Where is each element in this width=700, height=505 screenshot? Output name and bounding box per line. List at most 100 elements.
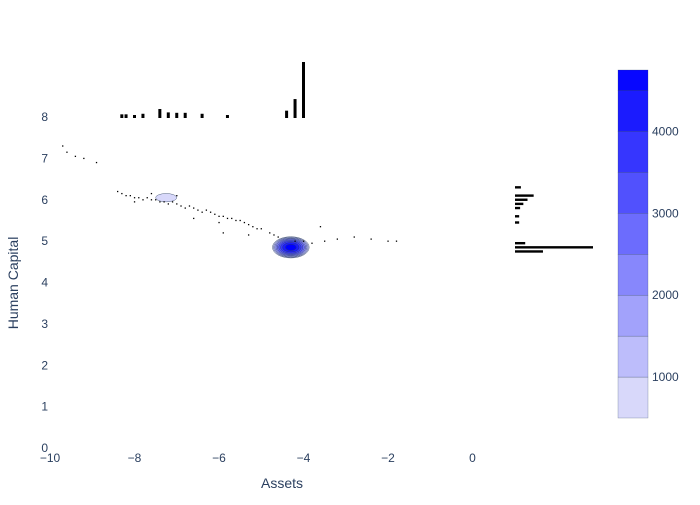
- x-axis-title: Assets: [261, 475, 303, 491]
- colorbar-band-1: [617, 335, 649, 378]
- scatter-point-35: [243, 221, 246, 224]
- marginal-y-bar-9: [515, 250, 543, 253]
- scatter-point-51: [395, 240, 398, 242]
- marginal-x-bar-1: [124, 114, 128, 118]
- x-tick-label: −8: [128, 451, 142, 465]
- scatter-point-21: [184, 207, 186, 209]
- y-axis-ticks: 0 1 2 3 4 5 6 7 8: [41, 110, 48, 455]
- marginal-x-bar-0: [120, 114, 124, 118]
- scatter-point-57: [193, 217, 195, 220]
- colorbar-band-2: [617, 294, 649, 337]
- scatter-point-8: [129, 195, 131, 197]
- scatter-point-53: [218, 221, 220, 224]
- scatter-point-44: [302, 240, 305, 242]
- x-tick-label: 0: [469, 451, 476, 465]
- y-axis-title: Human Capital: [5, 237, 21, 330]
- scatter-point-14: [155, 199, 157, 201]
- scatter-point-18: [171, 201, 174, 203]
- scatter-point-7: [125, 195, 127, 197]
- marginal-x-bar-6: [175, 112, 179, 118]
- marginal-y-bar-5: [515, 215, 520, 218]
- marginal-x-bar-7: [183, 112, 187, 118]
- scatter-point-32: [231, 217, 233, 220]
- y-tick-label: 2: [41, 358, 48, 372]
- scatter-point-39: [260, 228, 262, 230]
- marginal-y-bar-2: [515, 198, 528, 201]
- scatter-point-58: [176, 195, 178, 197]
- scatter-point-20: [180, 205, 182, 207]
- colorbar-band-5: [617, 172, 649, 214]
- scatter-point-16: [163, 201, 165, 203]
- marginal-x-bar-11: [293, 99, 297, 118]
- scatter-point-40: [269, 232, 271, 234]
- colorbar-tick-label: 1000: [652, 370, 679, 384]
- y-tick-label: 1: [41, 400, 48, 414]
- marginal-y-bar-4: [515, 206, 521, 210]
- scatter-point-23: [193, 207, 195, 209]
- scatter-point-9: [133, 197, 136, 199]
- y-tick-label: 4: [41, 276, 48, 290]
- x-tick-label: −4: [297, 451, 311, 465]
- y-tick-label: 3: [41, 317, 48, 331]
- scatter-point-45: [311, 242, 313, 244]
- x-tick-label: −6: [212, 451, 226, 465]
- scatter-point-13: [150, 199, 153, 201]
- x-tick-label: −2: [381, 451, 395, 465]
- scatter-point-42: [277, 236, 279, 238]
- scatter-point-47: [336, 238, 338, 240]
- scatter-point-3: [83, 157, 85, 160]
- marginal-y-bar-0: [515, 186, 521, 189]
- x-tick-label: −10: [40, 451, 61, 465]
- colorbar-tick-label: 4000: [652, 124, 679, 138]
- y-tick-label: 7: [41, 151, 48, 165]
- scatter-point-29: [218, 215, 220, 217]
- marginal-y-bar-6: [515, 221, 520, 224]
- marginal-x-bar-10: [285, 110, 289, 118]
- scatter-point-36: [247, 223, 250, 226]
- scatter-point-0: [62, 145, 64, 147]
- scatter-point-49: [370, 238, 372, 240]
- colorbar: 1000 2000 3000 4000: [617, 69, 679, 419]
- scatter-point-26: [205, 209, 208, 211]
- marginal-x-histogram: [120, 62, 305, 118]
- colorbar-tick-label: 3000: [652, 206, 679, 220]
- scatter-point-38: [256, 228, 258, 230]
- scatter-point-31: [226, 217, 229, 220]
- contour-layer: [155, 193, 310, 259]
- scatter-point-55: [222, 232, 224, 234]
- scatter-point-41: [273, 234, 275, 236]
- scatter-point-11: [142, 199, 144, 201]
- x-axis-ticks: −10 −8 −6 −4 −2 0: [40, 451, 476, 465]
- marginal-y-bar-1: [515, 194, 534, 197]
- colorbar-band-7: [617, 90, 649, 132]
- marginal-y-histogram: [515, 186, 593, 253]
- scatter-point-52: [150, 192, 153, 195]
- colorbar-band-6: [617, 131, 649, 173]
- scatter-point-22: [188, 205, 191, 207]
- scatter-point-6: [121, 192, 123, 195]
- scatter-point-54: [247, 234, 250, 236]
- scatter-point-56: [319, 226, 322, 228]
- marginal-x-bar-2: [133, 115, 136, 118]
- y-tick-label: 8: [41, 110, 48, 124]
- scatter-point-50: [387, 240, 389, 242]
- marginal-y-bar-7: [515, 241, 526, 245]
- scatter-point-43: [294, 240, 296, 242]
- scatter-point-27: [209, 211, 212, 213]
- scatter-point-33: [235, 219, 237, 222]
- marginal-x-bar-3: [141, 113, 145, 118]
- marginal-x-bar-5: [166, 112, 170, 118]
- scatter-point-25: [201, 211, 203, 213]
- colorbar-tick-label: 2000: [652, 288, 679, 302]
- scatter-point-15: [159, 201, 161, 203]
- scatter-point-30: [222, 215, 224, 217]
- y-tick-label: 6: [41, 193, 48, 207]
- scatter-point-12: [146, 197, 148, 199]
- contour-level-0-8: [285, 243, 297, 251]
- marginal-x-bar-12: [302, 62, 305, 118]
- contour-level-1-0: [155, 193, 177, 203]
- y-tick-label: 5: [41, 234, 48, 248]
- scatter-point-28: [214, 213, 216, 215]
